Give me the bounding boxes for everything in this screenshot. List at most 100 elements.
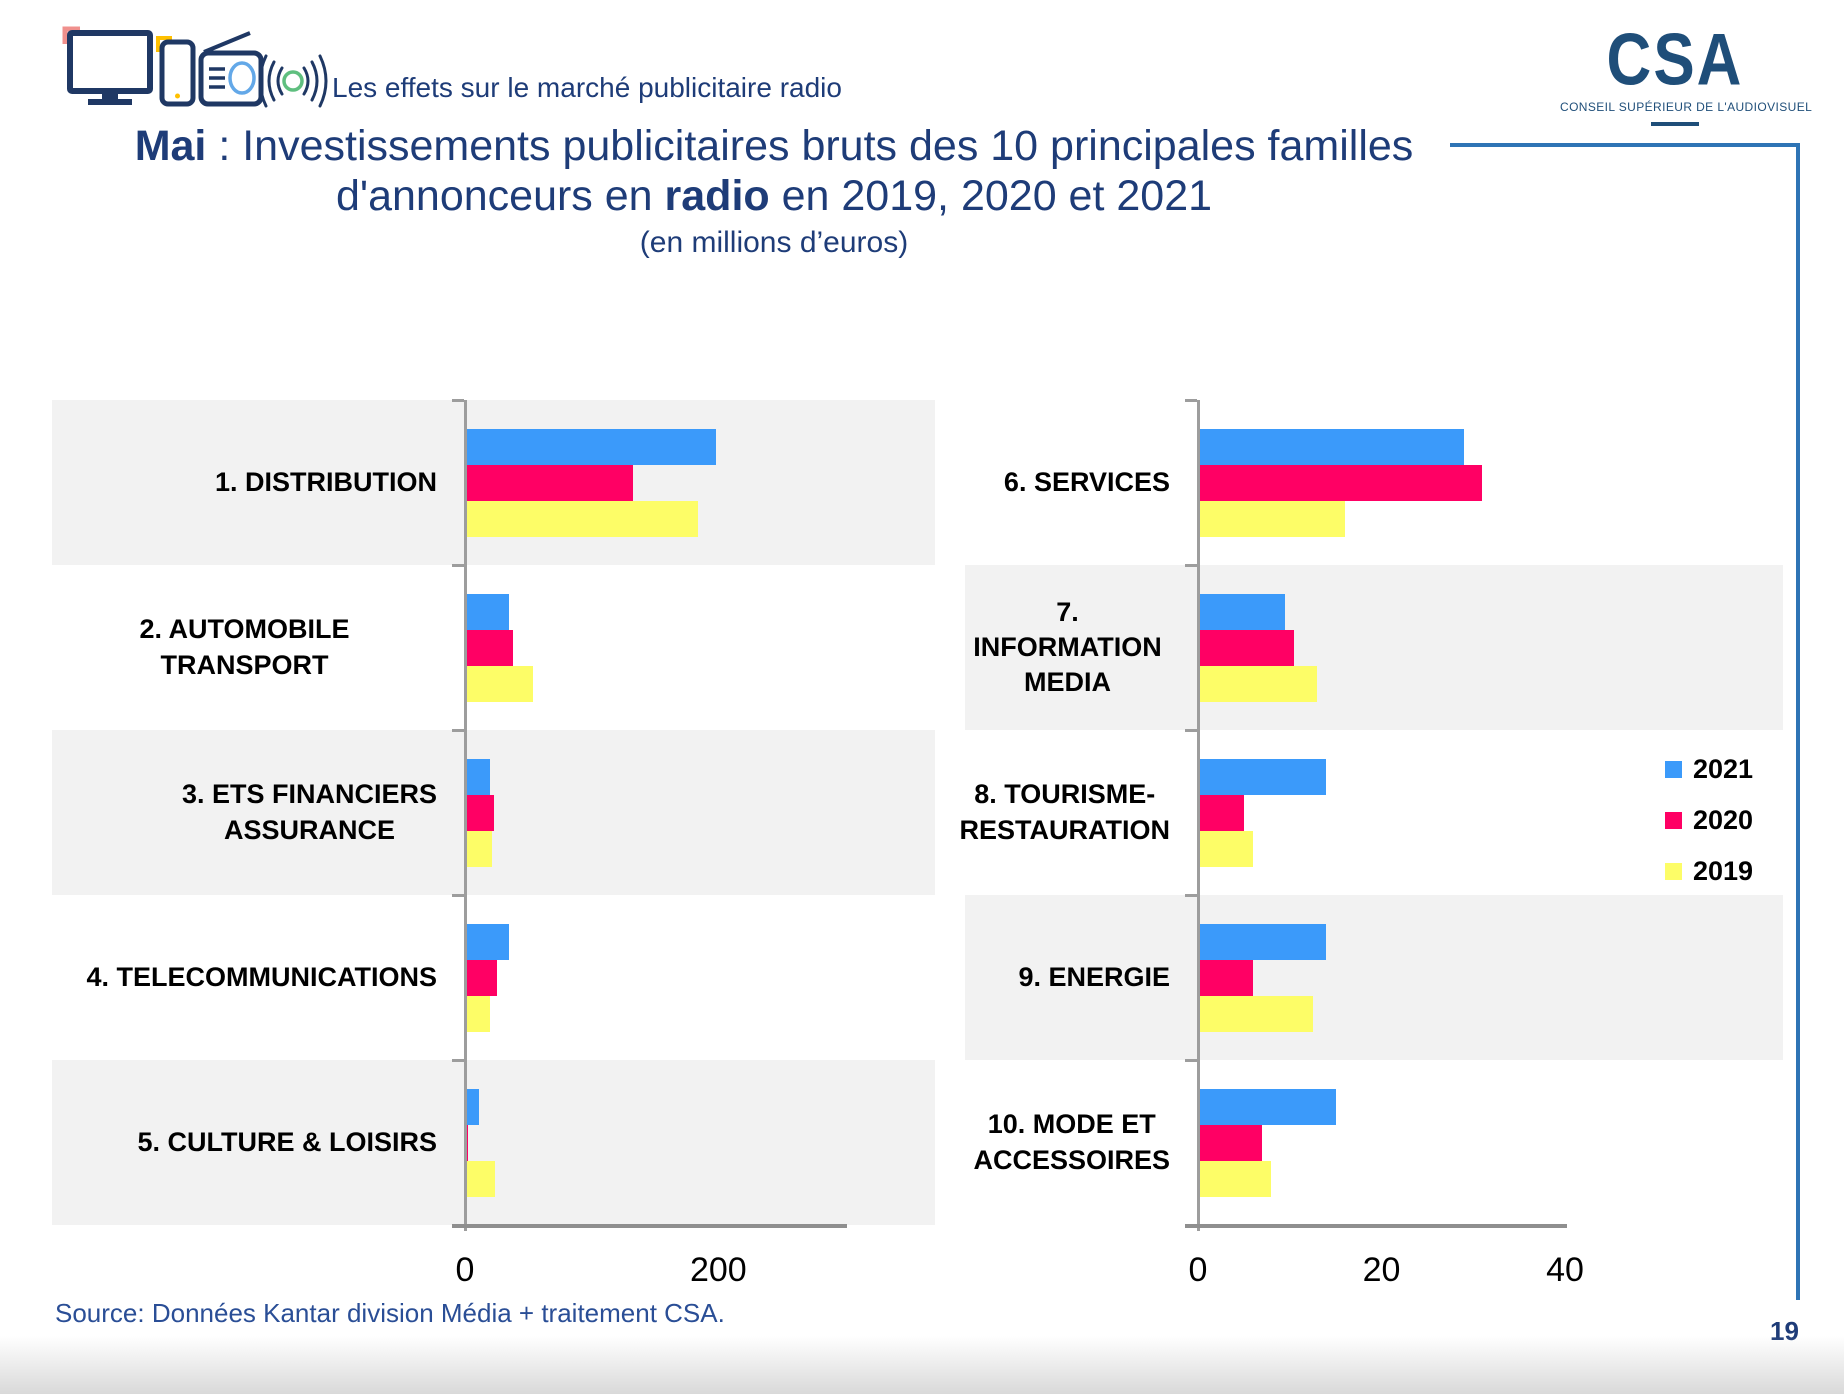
- header-media-icons: [62, 26, 328, 108]
- bar-2020: [1198, 960, 1253, 996]
- category-label: 4. TELECOMMUNICATIONS: [52, 895, 438, 1060]
- top-right-horizontal-rule: [1450, 143, 1800, 147]
- bar-group: [1198, 759, 1326, 867]
- csa-logo-name: CONSEIL SUPÉRIEUR DE L'AUDIOVISUEL: [1560, 100, 1813, 114]
- category-label-text: 8. TOURISME- RESTAURATION: [959, 779, 1171, 845]
- title-line-2: d'annonceurs en radio en 2019, 2020 et 2…: [0, 172, 1548, 222]
- bar-2019: [465, 996, 490, 1032]
- x-axis-line: [452, 1224, 847, 1228]
- category-label-text: 7. INFORMATION MEDIA: [973, 596, 1162, 698]
- title-medium: radio: [664, 171, 770, 220]
- bar-2021: [465, 1089, 479, 1125]
- axis-tick: [452, 894, 464, 897]
- y-axis-line: [464, 400, 467, 1231]
- x-tick-label: 0: [1188, 1251, 1208, 1289]
- smartphone-icon: [156, 36, 196, 107]
- chart-row: 9. ENERGIE: [965, 895, 1783, 1060]
- chart-legend: 2021 2020 2019: [1665, 744, 1753, 897]
- legend-label-2019: 2019: [1693, 856, 1754, 886]
- y-axis-line: [1197, 400, 1200, 1231]
- header-tagline: Les effets sur le marché publicitaire ra…: [332, 72, 842, 103]
- bar-2019: [1198, 501, 1345, 537]
- axis-tick: [1185, 399, 1197, 402]
- csa-logo: CSA CONSEIL SUPÉRIEUR DE L'AUDIOVISUEL: [1560, 24, 1813, 126]
- bar-2020: [1198, 465, 1482, 501]
- category-label: 2. AUTOMOBILE TRANSPORT: [52, 565, 437, 730]
- legend-swatch-2020: [1665, 812, 1682, 829]
- legend-label-2021: 2021: [1693, 754, 1754, 784]
- csa-logo-acronym: CSA: [1606, 19, 1744, 102]
- bar-2021: [465, 429, 716, 465]
- right-vertical-rule: [1796, 143, 1800, 1300]
- bar-2021: [465, 924, 509, 960]
- category-label: 8. TOURISME- RESTAURATION: [960, 730, 1171, 895]
- tv-icon: [62, 26, 153, 105]
- chart-row: 3. ETS FINANCIERS ASSURANCE: [52, 730, 935, 895]
- slide-title: Mai : Investissements publicitaires brut…: [0, 122, 1548, 260]
- bar-2020: [465, 465, 633, 501]
- chart-row: 10. MODE ET ACCESSOIRES: [965, 1060, 1783, 1225]
- bar-2019: [1198, 666, 1317, 702]
- bar-group: [1198, 594, 1317, 702]
- x-tick-label: 40: [1546, 1251, 1584, 1289]
- category-label: 10. MODE ET ACCESSOIRES: [965, 1060, 1170, 1225]
- category-label: 1. DISTRIBUTION: [52, 400, 437, 565]
- axis-tick: [1185, 1059, 1197, 1062]
- bar-group: [465, 594, 533, 702]
- axis-tick: [1185, 729, 1197, 732]
- bar-2021: [1198, 594, 1285, 630]
- bar-group: [1198, 924, 1326, 1032]
- csa-logo-underline: [1651, 122, 1699, 126]
- chart-row: 2. AUTOMOBILE TRANSPORT: [52, 565, 935, 730]
- source-note: Source: Données Kantar division Média + …: [55, 1298, 725, 1328]
- category-label-text: 9. ENERGIE: [1018, 961, 1170, 992]
- chart-row: 4. TELECOMMUNICATIONS: [52, 895, 935, 1060]
- bar-group: [465, 924, 509, 1032]
- bar-chart-right: 6. SERVICES 7. INFORMATION MEDIA 8. TOURIS…: [960, 399, 1783, 1300]
- bar-2019: [1198, 831, 1253, 867]
- category-label-text: 3. ETS FINANCIERS ASSURANCE: [181, 779, 437, 845]
- x-axis-line: [1185, 1224, 1567, 1228]
- bar-chart-left: 1. DISTRIBUTION 2. AUTOMOBILE TRANSPORT 3.…: [52, 399, 935, 1300]
- category-label: 5. CULTURE & LOISIRS: [52, 1060, 437, 1225]
- bar-2019: [465, 831, 492, 867]
- legend-swatch-2021: [1665, 761, 1682, 778]
- axis-tick: [452, 1059, 464, 1062]
- title-line1-text: : Investissements publicitaires bruts de…: [206, 122, 1414, 170]
- axis-tick: [452, 399, 464, 402]
- bar-2019: [1198, 1161, 1271, 1197]
- category-label-text: 1. DISTRIBUTION: [214, 466, 437, 497]
- category-label: 7. INFORMATION MEDIA: [965, 565, 1170, 730]
- legend-item-2020: 2020: [1665, 795, 1753, 846]
- bar-2020: [1198, 1125, 1262, 1161]
- chart-row: 6. SERVICES: [965, 400, 1783, 565]
- category-label-text: 2. AUTOMOBILE TRANSPORT: [139, 614, 350, 680]
- bar-2021: [1198, 429, 1464, 465]
- title-line2-post: en 2019, 2020 et 2021: [769, 171, 1213, 220]
- bar-2021: [465, 759, 490, 795]
- axis-tick: [1185, 894, 1197, 897]
- bar-2021: [1198, 759, 1326, 795]
- category-label-text: 6. SERVICES: [1003, 466, 1170, 497]
- bar-group: [1198, 429, 1482, 537]
- bar-2019: [1198, 996, 1313, 1032]
- bar-2020: [465, 795, 494, 831]
- chart-row: 5. CULTURE & LOISIRS: [52, 1060, 935, 1225]
- x-tick-label: 0: [455, 1251, 475, 1289]
- bar-2019: [465, 1161, 495, 1197]
- bar-2020: [1198, 630, 1294, 666]
- bar-2019: [465, 501, 698, 537]
- bar-2021: [1198, 1089, 1336, 1125]
- category-label: 9. ENERGIE: [965, 895, 1170, 1060]
- bar-2019: [465, 666, 533, 702]
- legend-label-2020: 2020: [1693, 805, 1754, 835]
- bar-2020: [465, 630, 513, 666]
- bottom-gradient: [0, 1336, 1844, 1394]
- bar-group: [465, 1089, 495, 1197]
- bar-2021: [1198, 924, 1326, 960]
- radio-icon: [198, 31, 264, 107]
- category-label: 6. SERVICES: [965, 400, 1170, 565]
- broadcast-waves-icon: [258, 54, 328, 108]
- legend-swatch-2019: [1665, 863, 1682, 880]
